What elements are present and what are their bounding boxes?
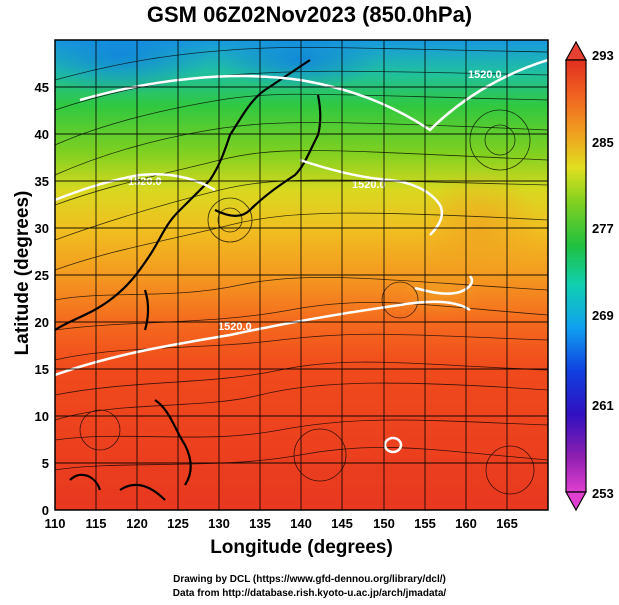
temperature-field <box>55 40 548 510</box>
y-tick-label: 10 <box>35 409 49 424</box>
grid-lines <box>55 40 548 510</box>
colorbar-tick-label: 269 <box>592 308 614 323</box>
contour-labels: 1520.0 1520.0 1520.0 1520.0 <box>128 69 502 333</box>
colorbar-bottom-arrow <box>564 491 588 512</box>
y-tick-label: 40 <box>35 127 49 142</box>
x-tick-label: 165 <box>496 516 518 531</box>
page-title: GSM 06Z02Nov2023 (850.0hPa) <box>146 2 473 27</box>
y-tick-label: 45 <box>35 80 49 95</box>
y-tick-label: 15 <box>35 362 49 377</box>
contour-label: 1520.0 <box>468 69 502 81</box>
y-axis-ticks: 0 5 10 15 20 25 30 35 40 45 <box>35 80 49 518</box>
colorbar: 293 285 277 269 261 253 <box>564 40 614 512</box>
contour-label: 1520.0 <box>218 321 252 333</box>
colorbar-tick-label: 285 <box>592 135 614 150</box>
x-tick-label: 145 <box>331 516 353 531</box>
y-tick-label: 0 <box>42 503 49 518</box>
contour-label: 1520.0 <box>128 176 162 188</box>
x-tick-label: 110 <box>45 516 66 531</box>
colorbar-tick-label: 253 <box>592 486 614 501</box>
x-tick-label: 135 <box>249 516 271 531</box>
y-tick-label: 20 <box>35 315 49 330</box>
x-tick-label: 140 <box>290 516 312 531</box>
x-axis-title: Longitude (degrees) <box>210 537 393 558</box>
contour-label: 1520.0 <box>352 179 386 191</box>
x-tick-label: 155 <box>414 516 436 531</box>
y-tick-label: 25 <box>35 268 49 283</box>
colorbar-tick-label: 277 <box>592 221 614 236</box>
y-tick-label: 35 <box>35 174 49 189</box>
colorbar-body <box>565 59 587 493</box>
colorbar-tick-label: 293 <box>592 48 614 63</box>
colorbar-top-arrow <box>564 40 588 61</box>
x-tick-label: 125 <box>167 516 189 531</box>
coastlines <box>55 59 322 501</box>
data-source-credit: Data from http://database.rish.kyoto-u.a… <box>172 588 447 599</box>
plot-frame <box>54 39 549 511</box>
x-tick-label: 115 <box>86 516 107 531</box>
x-tick-label: 120 <box>126 516 148 531</box>
wind-streamlines <box>55 46 548 495</box>
y-axis-title: Latitude (degrees) <box>12 190 33 356</box>
x-axis-ticks: 110 115 120 125 130 135 140 145 150 155 … <box>45 516 518 531</box>
y-tick-label: 30 <box>35 221 49 236</box>
x-tick-label: 160 <box>455 516 477 531</box>
x-tick-label: 130 <box>208 516 230 531</box>
colorbar-tick-label: 261 <box>592 398 614 413</box>
y-tick-label: 5 <box>42 456 49 471</box>
drawing-credit: Drawing by DCL (https://www.gfd-dennou.o… <box>173 574 446 585</box>
x-tick-label: 150 <box>373 516 395 531</box>
